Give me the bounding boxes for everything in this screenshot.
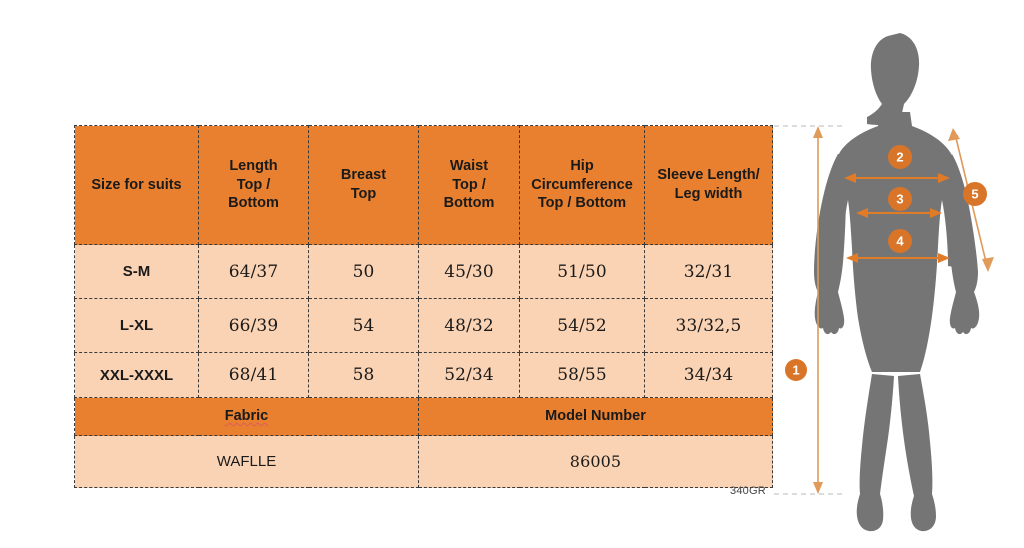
marker-1-label: 1 — [792, 363, 799, 378]
cell-breast: 58 — [308, 352, 419, 398]
column-header-hip: Hip Circumference Top / Bottom — [519, 125, 645, 245]
marker-2-label: 2 — [896, 150, 903, 165]
cell-waist: 48/32 — [418, 298, 520, 353]
arrow-head-3-right — [930, 208, 942, 218]
marker-4-circle — [888, 229, 912, 253]
column-header-sleeve: Sleeve Length/Leg width — [644, 125, 773, 245]
arrow-head-5-bottom — [982, 257, 994, 272]
measurement-figure-panel: 1 2 3 4 — [772, 0, 1024, 548]
cell-hip: 54/52 — [519, 298, 645, 353]
table-row: S-M 64/37 50 45/30 51/50 32/31 — [74, 244, 773, 299]
column-header-size: Size for suits — [74, 125, 199, 245]
fabric-weight-note: 340GR — [730, 485, 766, 497]
arrow-head-1-bottom — [813, 482, 823, 494]
marker-2-circle — [888, 145, 912, 169]
cell-sleeve: 34/34 — [644, 352, 773, 398]
marker-4-label: 4 — [896, 234, 904, 249]
arrow-head-4-right — [938, 253, 950, 263]
model-number-value: 86005 — [418, 435, 773, 488]
cell-waist: 45/30 — [418, 244, 520, 299]
table-row: XXL-XXXL 68/41 58 52/34 58/55 34/34 — [74, 352, 773, 398]
arrow-head-2-left — [844, 173, 856, 183]
arrow-head-3-left — [856, 208, 868, 218]
fabric-header-label: Fabric — [224, 408, 269, 425]
cell-breast: 54 — [308, 298, 419, 353]
measurement-2-breast: 2 — [844, 145, 950, 183]
arrow-head-5-top — [948, 128, 960, 141]
footer-header-row: Fabric Model Number — [74, 397, 773, 436]
marker-3-circle — [888, 187, 912, 211]
cell-breast: 50 — [308, 244, 419, 299]
table-header-row: Size for suits Length Top / Bottom Breast T… — [74, 125, 773, 245]
marker-5-label: 5 — [971, 187, 978, 202]
cell-sleeve: 33/32,5 — [644, 298, 773, 353]
fabric-value: WAFLLE — [74, 435, 419, 488]
row-size-label: XXL-XXXL — [74, 352, 199, 398]
measurement-3-waist: 3 — [856, 187, 942, 218]
column-header-waist: Waist Top / Bottom — [418, 125, 520, 245]
arrow-head-1-top — [813, 126, 823, 138]
cell-hip: 51/50 — [519, 244, 645, 299]
marker-1-circle — [785, 359, 807, 381]
measurement-1-total-length: 1 — [785, 126, 823, 494]
model-number-header: Model Number — [418, 397, 773, 436]
cell-sleeve: 32/31 — [644, 244, 773, 299]
footer-value-row: WAFLLE 86005 — [74, 435, 773, 488]
size-chart-table: Size for suits Length Top / Bottom Breast T… — [74, 125, 773, 488]
arrow-head-4-left — [846, 253, 858, 263]
arrow-head-2-right — [938, 173, 950, 183]
cell-waist: 52/34 — [418, 352, 520, 398]
cell-length: 64/37 — [198, 244, 309, 299]
table-row: L-XL 66/39 54 48/32 54/52 33/32,5 — [74, 298, 773, 353]
marker-5-circle — [963, 182, 987, 206]
cell-hip: 58/55 — [519, 352, 645, 398]
column-header-length: Length Top / Bottom — [198, 125, 309, 245]
fabric-header: Fabric — [74, 397, 419, 436]
cell-length: 66/39 — [198, 298, 309, 353]
row-size-label: S-M — [74, 244, 199, 299]
row-size-label: L-XL — [74, 298, 199, 353]
column-header-breast: Breast Top — [308, 125, 419, 245]
measurement-5-sleeve: 5 — [948, 128, 994, 272]
measurement-4-hip: 4 — [846, 229, 950, 263]
marker-3-label: 3 — [896, 192, 903, 207]
cell-length: 68/41 — [198, 352, 309, 398]
female-silhouette — [814, 33, 980, 532]
